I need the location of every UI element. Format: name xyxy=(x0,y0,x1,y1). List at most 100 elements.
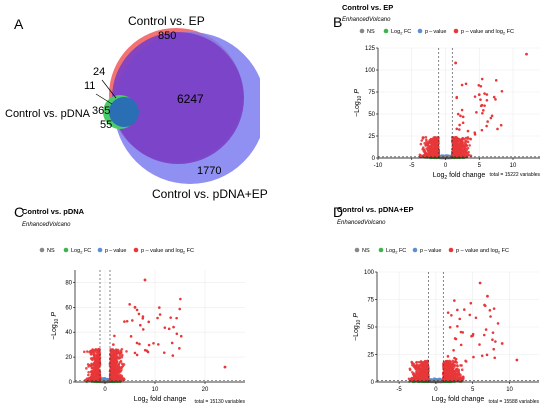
venn-label-ep: Control vs. EP xyxy=(128,14,205,28)
legend-ns-label: NS xyxy=(47,248,55,254)
point xyxy=(87,370,90,374)
y-tick-label: 75 xyxy=(368,90,375,96)
y-tick-label: 100 xyxy=(365,68,376,74)
point xyxy=(464,149,467,153)
legend-log2fc-dot xyxy=(378,247,384,253)
point xyxy=(96,358,100,361)
venn-circle-pdna xyxy=(109,97,139,127)
x-tick-label: 20 xyxy=(202,387,209,393)
point xyxy=(179,297,182,301)
point xyxy=(435,139,439,143)
outlier-point xyxy=(223,365,227,369)
point xyxy=(434,153,437,156)
point xyxy=(101,379,104,382)
point xyxy=(91,374,94,378)
legend-log2fc-label: Log2 FC xyxy=(391,29,411,36)
legend-ns-dot xyxy=(359,28,365,34)
point xyxy=(473,133,477,136)
point xyxy=(92,367,96,370)
point xyxy=(109,362,112,366)
point xyxy=(111,366,114,369)
point xyxy=(118,353,122,357)
x-tick-label: 0 xyxy=(444,163,448,169)
point xyxy=(437,153,441,157)
point xyxy=(465,140,469,143)
point xyxy=(97,363,100,367)
point xyxy=(94,356,98,360)
point xyxy=(429,139,432,143)
point xyxy=(111,363,114,367)
plot-title: Control vs. pDNA xyxy=(22,207,85,216)
y-tick-label: 40 xyxy=(65,330,72,336)
point xyxy=(113,357,117,361)
point xyxy=(85,350,89,353)
point xyxy=(468,144,471,147)
legend-both-dot xyxy=(453,28,459,34)
point xyxy=(171,354,175,357)
volcano-points xyxy=(418,52,528,160)
point xyxy=(432,138,436,141)
point xyxy=(109,352,112,356)
venn-count-6247: 6247 xyxy=(177,92,204,106)
point xyxy=(464,147,468,150)
panel-label-c: C xyxy=(14,204,25,220)
point xyxy=(460,108,464,112)
point xyxy=(424,153,428,156)
point xyxy=(119,351,123,355)
outlier-point xyxy=(454,61,458,65)
venn-leader-11 xyxy=(95,93,113,105)
point xyxy=(489,116,493,120)
plot-subtitle: EnhancedVolcano xyxy=(22,222,71,228)
venn-count-24: 24 xyxy=(93,66,106,78)
point xyxy=(158,306,161,309)
point xyxy=(112,343,115,346)
point xyxy=(93,372,97,376)
point xyxy=(120,355,124,359)
point xyxy=(114,350,117,354)
point xyxy=(88,363,91,367)
point xyxy=(480,103,484,107)
point xyxy=(139,323,142,327)
point xyxy=(436,142,440,146)
point xyxy=(119,366,123,370)
point xyxy=(178,307,182,311)
point xyxy=(158,313,162,316)
point xyxy=(115,355,118,358)
point xyxy=(460,140,464,144)
point xyxy=(479,84,483,88)
point xyxy=(137,312,141,316)
point xyxy=(459,114,462,118)
point xyxy=(169,316,172,319)
point xyxy=(483,92,486,95)
x-axis-label: Log2 fold change xyxy=(433,172,486,181)
point xyxy=(452,141,456,145)
point xyxy=(467,153,471,157)
point xyxy=(483,104,486,107)
venn-count-365: 365 xyxy=(92,105,111,117)
point xyxy=(461,115,465,119)
point xyxy=(461,121,465,125)
x-tick-label: -10 xyxy=(374,163,383,169)
point xyxy=(455,140,458,143)
point xyxy=(111,373,115,377)
point xyxy=(460,83,464,87)
point xyxy=(117,357,121,360)
point xyxy=(419,142,423,146)
point xyxy=(110,349,113,353)
point xyxy=(485,99,489,102)
point xyxy=(455,136,458,139)
venn-label-pdna: Control vs. pDNA xyxy=(5,108,90,120)
legend-both-label: p – value and log2 FC xyxy=(461,29,514,36)
point xyxy=(91,363,94,367)
point xyxy=(147,320,151,324)
y-tick-label: 20 xyxy=(65,355,72,361)
point xyxy=(466,137,470,140)
legend-pvalue-dot xyxy=(412,247,418,253)
point xyxy=(112,370,115,374)
panel-label-d: D xyxy=(333,204,344,220)
point xyxy=(111,356,115,360)
point xyxy=(138,342,141,346)
y-tick-label: 25 xyxy=(368,134,375,140)
